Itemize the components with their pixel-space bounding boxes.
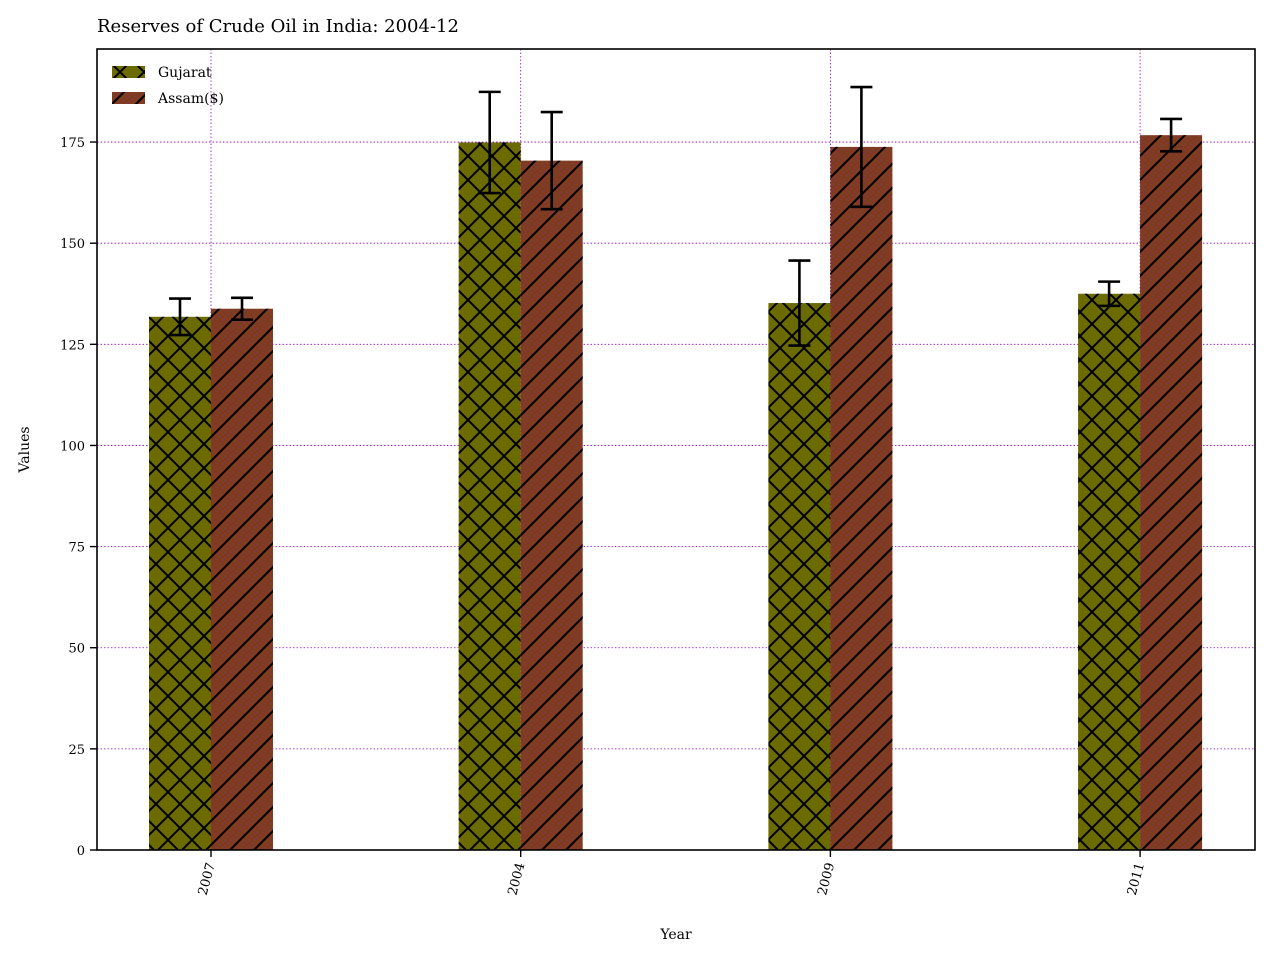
y-tick-label: 175: [60, 136, 85, 151]
bar-hatch: [149, 316, 211, 850]
y-tick-label: 150: [60, 237, 85, 252]
y-tick-label: 50: [68, 642, 85, 657]
legend-item: Gujarat: [112, 65, 212, 81]
legend-item: Assam($): [112, 91, 224, 107]
chart-title: Reserves of Crude Oil in India: 2004-12: [97, 16, 459, 37]
bar: [211, 308, 273, 851]
y-axis-label: Values: [17, 426, 33, 473]
bar: [830, 146, 893, 850]
bar-hatch: [458, 142, 521, 850]
bar-hatch: [211, 308, 273, 851]
error-bar: [478, 90, 501, 195]
bar: [1140, 135, 1203, 850]
bar: [520, 160, 583, 850]
y-axis: 0 25 50 75 100 125 150 175: [60, 136, 97, 859]
bar-hatch: [1078, 293, 1141, 850]
x-tick-label: 2004: [506, 861, 529, 897]
bar-hatch: [830, 146, 893, 850]
error-bar: [540, 110, 563, 211]
bar-hatch: [768, 303, 831, 850]
bars: [149, 135, 1203, 851]
bar: [458, 142, 521, 850]
x-axis-label: Year: [659, 927, 692, 943]
y-tick-label: 25: [68, 743, 85, 758]
bar-hatch: [1140, 135, 1203, 850]
legend-swatch-hatch: [112, 66, 145, 78]
legend-swatch-hatch: [112, 92, 145, 104]
error-bar: [1160, 117, 1183, 153]
bar: [768, 303, 831, 850]
error-bar: [850, 85, 873, 209]
y-tick-label: 75: [68, 541, 85, 556]
error-bar: [231, 296, 253, 321]
x-tick-label: 2009: [815, 861, 838, 897]
bar: [1078, 293, 1141, 850]
legend-label: Assam($): [157, 91, 224, 107]
error-bar: [1098, 280, 1121, 308]
legend: Gujarat Assam($): [112, 65, 224, 107]
x-tick-label: 2011: [1125, 861, 1148, 897]
y-tick-label: 0: [77, 844, 85, 859]
y-tick-label: 100: [60, 439, 85, 454]
plot-frame: [96, 48, 1256, 851]
error-bar: [788, 259, 811, 347]
x-tick-label: 2007: [196, 861, 219, 897]
error-bar: [169, 297, 191, 337]
bar-hatch: [520, 160, 583, 850]
error-bars: [169, 85, 1183, 347]
bar: [149, 316, 211, 850]
legend-label: Gujarat: [158, 65, 212, 81]
x-axis: 2007 2004 2009 2011: [196, 850, 1148, 897]
y-tick-label: 125: [60, 338, 85, 353]
